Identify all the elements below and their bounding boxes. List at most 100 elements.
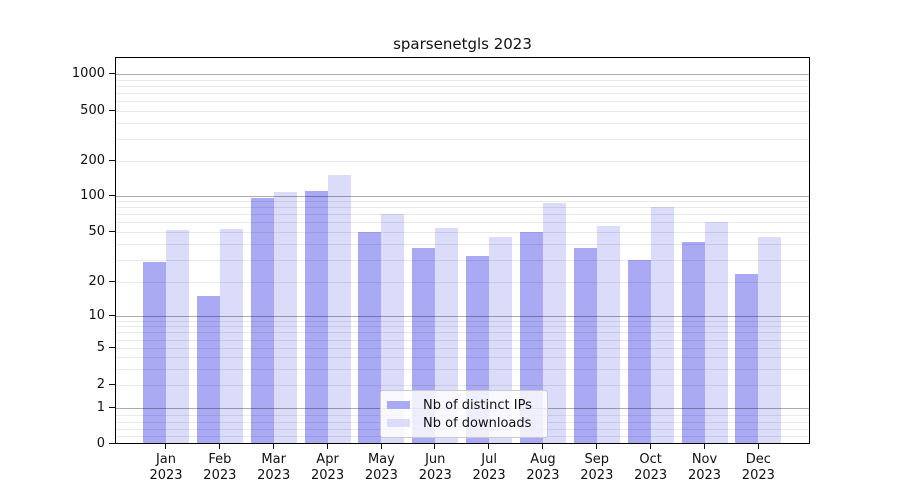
gridline-minor <box>115 357 810 358</box>
gridline-minor <box>115 332 810 334</box>
x-tick <box>757 444 759 449</box>
y-tick-label: 500 <box>80 103 105 118</box>
x-tick-label-nov: Nov 2023 <box>687 452 722 483</box>
bar-distinct-ips-sep <box>573 248 597 444</box>
gridline-minor <box>115 259 810 261</box>
y-tick-label: 1 <box>96 400 105 415</box>
x-tick <box>649 444 651 449</box>
x-tick <box>165 444 167 449</box>
x-tick-label-jun: Jun 2023 <box>418 452 452 483</box>
gridline-minor <box>115 385 810 386</box>
y-tick-label: 0 <box>96 435 105 451</box>
x-tick-label-jan: Jan 2023 <box>149 452 183 483</box>
x-tick <box>272 444 274 449</box>
y-tick <box>109 160 115 162</box>
y-tick-label: 100 <box>80 187 105 203</box>
gridline-minor <box>115 222 810 224</box>
x-tick <box>542 444 544 449</box>
chart-title: sparsenetgls 2023 <box>393 35 532 53</box>
x-tick-label-dec: Dec 2023 <box>741 452 775 483</box>
y-tick <box>109 194 115 196</box>
legend-label-downloads: Nb of downloads <box>423 415 532 431</box>
bar-distinct-ips-oct <box>627 259 651 444</box>
x-tick-label-feb: Feb 2023 <box>203 452 237 483</box>
legend: Nb of distinct IPs Nb of downloads <box>380 390 548 438</box>
legend-label-distinct-ips: Nb of distinct IPs <box>423 397 532 413</box>
gridline-minor <box>115 123 810 125</box>
y-tick <box>109 442 115 444</box>
x-tick <box>703 444 705 449</box>
bar-downloads-sep <box>596 226 620 444</box>
x-tick <box>380 444 382 449</box>
gridline-minor <box>115 93 810 95</box>
bar-downloads-jun <box>435 227 459 444</box>
y-tick-label: 20 <box>88 274 105 289</box>
y-tick <box>109 407 115 409</box>
y-tick <box>109 315 115 317</box>
bar-downloads-jan <box>166 229 189 444</box>
bar-downloads-nov <box>704 221 728 444</box>
gridline-minor <box>115 207 810 209</box>
y-tick <box>109 384 115 386</box>
y-tick-label: 1000 <box>71 66 105 81</box>
gridline-minor <box>115 282 810 283</box>
gridline-minor <box>115 79 810 81</box>
gridline-major <box>115 74 810 75</box>
gridline-minor <box>115 161 810 162</box>
x-tick <box>488 444 490 449</box>
bar-distinct-ips-may <box>358 232 382 444</box>
bar-distinct-ips-nov <box>681 241 705 444</box>
x-tick-label-apr: Apr 2023 <box>311 452 345 483</box>
x-tick-label-jul: Jul 2023 <box>472 452 506 483</box>
bar-downloads-mar <box>273 191 297 444</box>
gridline-minor <box>115 85 810 87</box>
gridline-minor <box>115 326 810 328</box>
y-tick <box>109 73 115 75</box>
y-tick-label: 5 <box>96 340 105 355</box>
gridline-minor <box>115 214 810 216</box>
gridline-minor <box>115 320 810 322</box>
x-tick-label-oct: Oct 2023 <box>634 452 668 483</box>
gridline-major <box>115 316 810 317</box>
bar-downloads-oct <box>650 207 674 444</box>
y-tick-label: 10 <box>88 308 105 323</box>
x-tick-label-may: May 2023 <box>364 452 398 483</box>
legend-item-distinct-ips: Nb of distinct IPs <box>387 396 547 414</box>
gridline-minor <box>115 368 810 370</box>
bar-downloads-dec <box>758 236 782 444</box>
bar-distinct-ips-jan <box>143 261 166 444</box>
gridline-major <box>115 195 810 197</box>
gridline-minor <box>115 138 810 140</box>
bar-distinct-ips-mar <box>250 198 274 444</box>
legend-item-downloads: Nb of downloads <box>387 414 547 432</box>
bar-distinct-ips-feb <box>196 296 220 444</box>
y-tick-label: 200 <box>80 153 105 168</box>
gridline-minor <box>115 201 810 203</box>
plot-area <box>115 57 810 444</box>
gridline-minor <box>115 339 810 341</box>
bar-distinct-ips-dec <box>735 274 759 444</box>
x-tick <box>596 444 597 449</box>
gridline-minor <box>115 232 810 233</box>
x-tick <box>434 444 436 449</box>
y-tick <box>109 110 115 112</box>
y-tick <box>109 347 115 349</box>
bar-downloads-feb <box>219 228 243 444</box>
bar-downloads-aug <box>542 202 566 444</box>
x-tick-label-aug: Aug 2023 <box>526 452 560 483</box>
y-tick <box>109 231 115 233</box>
y-tick-label: 50 <box>88 224 105 239</box>
y-tick-label: 2 <box>96 377 105 392</box>
gridline-minor <box>115 111 810 112</box>
bar-distinct-ips-apr <box>304 190 328 444</box>
x-tick <box>326 444 328 449</box>
bar-downloads-apr <box>327 175 351 444</box>
gridline-minor <box>115 244 810 246</box>
x-tick-label-sep: Sep 2023 <box>580 452 614 483</box>
gridline-minor <box>115 348 810 349</box>
legend-swatch-distinct-ips <box>387 401 410 409</box>
y-tick <box>109 281 115 283</box>
legend-swatch-downloads <box>387 419 410 427</box>
x-tick-label-mar: Mar 2023 <box>257 452 291 483</box>
